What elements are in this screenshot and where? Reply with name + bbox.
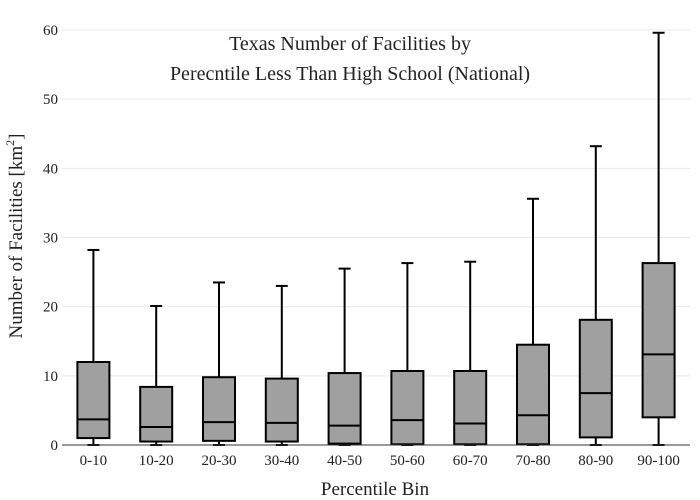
x-tick-label: 40-50: [327, 453, 362, 469]
x-axis-ticks: 0-10 10-20 20-30 30-40 40-50 50-60 60-70 70-80 8…: [80, 453, 680, 469]
y-tick-label: 50: [43, 92, 58, 108]
x-axis-title: Percentile Bin: [321, 479, 430, 500]
interquartile-box: [453, 369, 488, 446]
interquartile-box: [390, 369, 425, 446]
box-70-80: [516, 197, 550, 446]
interquartile-box: [327, 372, 362, 445]
boxes: [76, 31, 676, 446]
interquartile-box: [139, 385, 174, 443]
interquartile-box: [516, 343, 550, 446]
x-tick-label: 50-60: [390, 453, 425, 469]
x-tick-label: 30-40: [264, 453, 299, 469]
y-tick-label: 10: [43, 369, 58, 385]
x-tick-label: 10-20: [139, 453, 174, 469]
box-40-50: [327, 267, 362, 446]
interquartile-box: [578, 318, 613, 439]
box-90-100: [641, 31, 676, 446]
y-axis-title: Number of Facilities [km2]: [3, 134, 27, 339]
x-tick-label: 0-10: [80, 453, 108, 469]
box-30-40: [264, 284, 299, 446]
x-tick-label: 60-70: [453, 453, 488, 469]
x-tick-label: 20-30: [202, 453, 237, 469]
x-tick-label: 80-90: [578, 453, 613, 469]
interquartile-box: [264, 377, 299, 443]
box-10-20: [139, 304, 174, 446]
y-tick-label: 60: [43, 23, 58, 39]
chart-title-line-2: Perecntile Less Than High School (Nation…: [170, 63, 530, 85]
y-axis-title-superscript: 2: [3, 140, 17, 146]
y-axis-title-close: ]: [6, 134, 27, 140]
box-60-70: [453, 260, 488, 446]
x-tick-label: 90-100: [637, 453, 680, 469]
y-axis-title-text: Number of Facilities [km: [6, 146, 27, 339]
interquartile-box: [76, 361, 111, 440]
y-tick-label: 40: [43, 161, 58, 177]
box-80-90: [578, 145, 613, 446]
box-50-60: [390, 262, 425, 446]
x-tick-label: 70-80: [516, 453, 551, 469]
y-axis-ticks: 0 10 20 30 40 50 60: [43, 23, 58, 454]
chart-title-line-1: Texas Number of Facilities by: [229, 33, 471, 55]
y-tick-label: 30: [43, 231, 58, 247]
box-20-30: [202, 281, 236, 446]
y-tick-label: 0: [51, 438, 59, 454]
interquartile-box: [641, 262, 676, 419]
interquartile-box: [202, 376, 236, 442]
box-0-10: [76, 248, 111, 446]
y-tick-label: 20: [43, 300, 58, 316]
